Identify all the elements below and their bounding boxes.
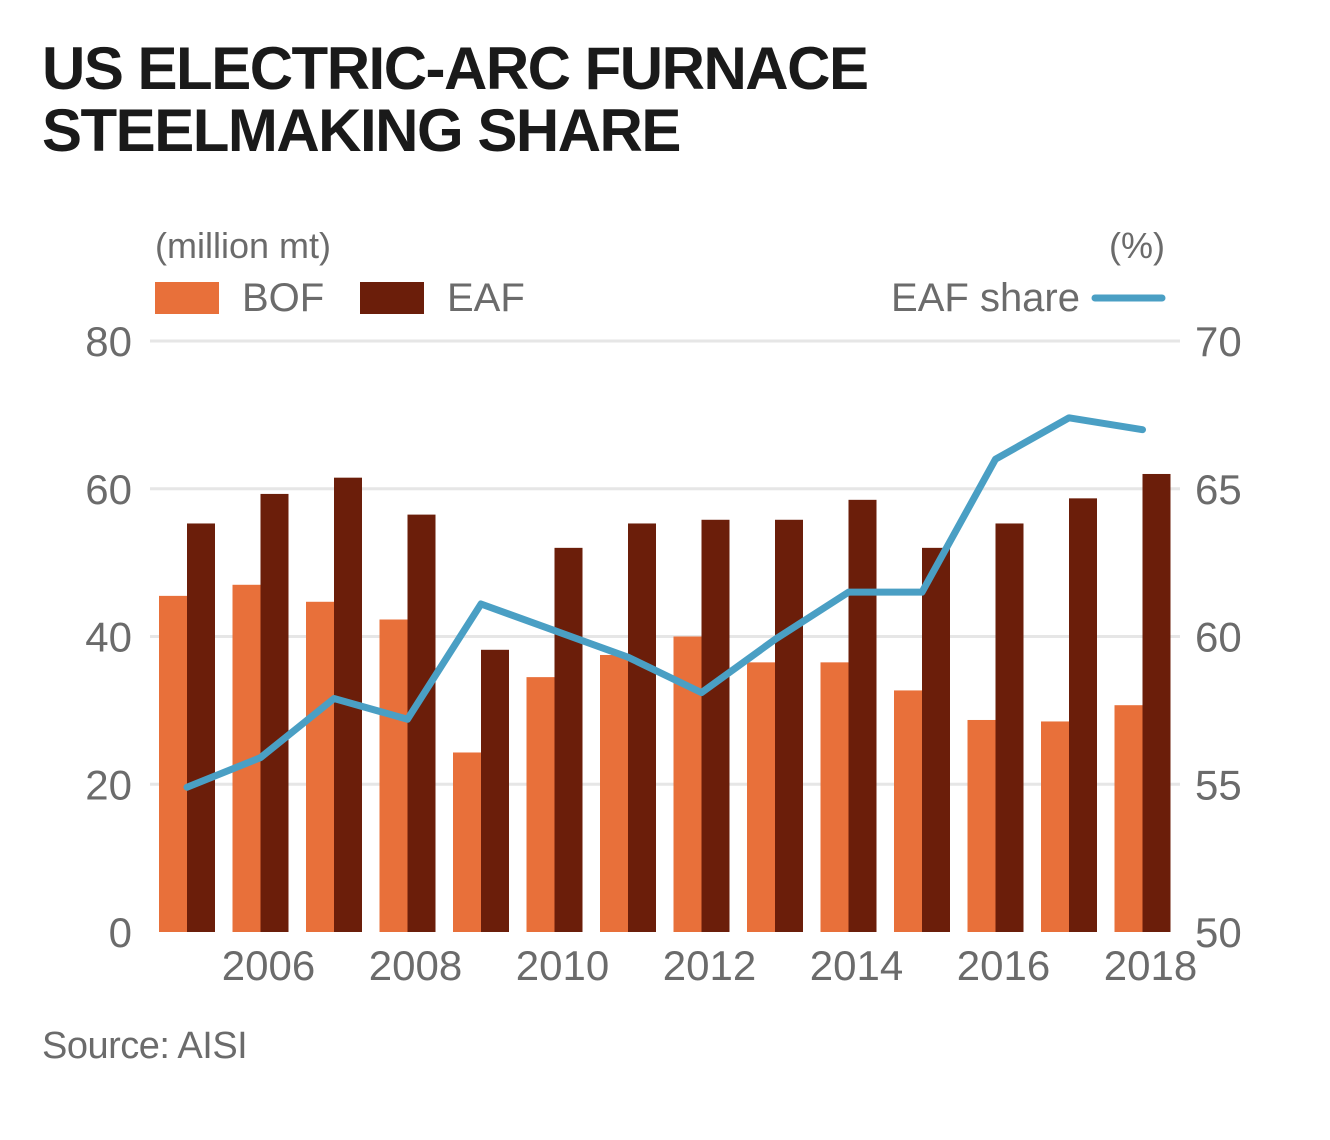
x-tick-2014: 2014 xyxy=(810,942,903,989)
bar-bof-2016 xyxy=(967,719,996,932)
bar-bof-2014 xyxy=(820,662,849,932)
title-line-2: STEELMAKING SHARE xyxy=(42,97,681,164)
left-tick-40: 40 xyxy=(85,614,132,661)
bar-eaf-2014 xyxy=(848,499,877,932)
bar-eaf-2005 xyxy=(187,523,215,932)
bar-bof-2007 xyxy=(306,601,334,932)
bar-bof-2005 xyxy=(159,595,187,932)
legend-bof-label: BOF xyxy=(242,276,324,320)
bar-eaf-2017 xyxy=(1069,498,1097,932)
bar-eaf-2010 xyxy=(554,547,583,932)
source-note: Source: AISI xyxy=(42,1025,248,1067)
right-tick-60: 60 xyxy=(1195,614,1242,661)
x-tick-2008: 2008 xyxy=(369,942,462,989)
x-tick-2016: 2016 xyxy=(957,942,1050,989)
bar-eaf-2008 xyxy=(407,514,436,932)
axes: 0 20 40 60 80 50 55 60 65 70 2006 2008 2010 2012 2014 2… xyxy=(85,318,1241,989)
bar-eaf-2006 xyxy=(260,493,289,932)
bar-bof-2018 xyxy=(1114,705,1143,932)
eaf-share-polyline xyxy=(183,414,1146,791)
bar-eaf-2012 xyxy=(701,519,730,932)
legend-share-label: EAF share xyxy=(891,276,1080,320)
left-tick-20: 20 xyxy=(85,761,132,808)
bar-eaf-2009 xyxy=(481,649,509,932)
right-tick-65: 65 xyxy=(1195,466,1242,513)
left-axis-unit: (million mt) xyxy=(155,225,331,266)
bar-bof-2013 xyxy=(747,662,775,932)
bar-eaf-2011 xyxy=(628,523,656,932)
bar-bof-2015 xyxy=(894,690,922,932)
left-tick-60: 60 xyxy=(85,466,132,513)
x-tick-2010: 2010 xyxy=(516,942,609,989)
x-tick-2012: 2012 xyxy=(663,942,756,989)
right-tick-70: 70 xyxy=(1195,318,1242,365)
bar-eaf-2015 xyxy=(922,547,950,932)
title-line-1: US ELECTRIC-ARC FURNACE xyxy=(42,35,869,102)
legend-bof-swatch xyxy=(155,282,219,314)
bar-eaf-2013 xyxy=(775,519,803,932)
bar-bof-2010 xyxy=(526,677,555,932)
right-axis-unit: (%) xyxy=(1109,225,1165,266)
bar-bof-2011 xyxy=(600,654,628,932)
legend-eaf-swatch xyxy=(360,282,424,314)
legend-eaf-label: EAF xyxy=(447,276,525,320)
bar-bof-2008 xyxy=(379,619,408,932)
bars xyxy=(159,473,1171,932)
right-tick-50: 50 xyxy=(1195,909,1242,956)
bar-eaf-2018 xyxy=(1142,473,1171,932)
grid-lines xyxy=(150,339,1180,786)
eaf-share-line xyxy=(183,414,1146,791)
bar-bof-2009 xyxy=(453,752,481,932)
x-tick-2006: 2006 xyxy=(222,942,315,989)
bar-bof-2017 xyxy=(1041,721,1069,932)
right-tick-55: 55 xyxy=(1195,761,1242,808)
x-tick-2018: 2018 xyxy=(1104,942,1197,989)
left-tick-80: 80 xyxy=(85,318,132,365)
bar-eaf-2016 xyxy=(995,523,1024,932)
left-tick-0: 0 xyxy=(109,909,132,956)
chart-title: US ELECTRIC-ARC FURNACE STEELMAKING SHAR… xyxy=(42,35,869,164)
legend: BOF EAF EAF share xyxy=(155,276,1166,320)
